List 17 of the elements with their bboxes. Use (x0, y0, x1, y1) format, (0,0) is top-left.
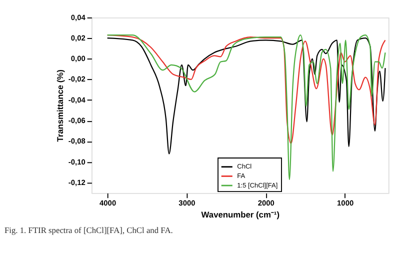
x-axis-title: Wavenumber (cm⁻¹) (201, 210, 280, 220)
x-tick-label: 2000 (258, 198, 274, 208)
line-series (106, 34, 386, 180)
caption: Fig. 1. FTIR spectra of [ChCl][FA], ChCl and FA. (4, 226, 173, 236)
y-tick-label: 0,00 (70, 54, 86, 64)
y-tick-label: -0,10 (68, 157, 86, 166)
y-tick-label: -0,04 (68, 95, 86, 104)
y-axis-title: Transmittance (%) (54, 69, 65, 142)
x-tick-label: 3000 (178, 198, 196, 208)
y-tick-label: -0,12 (68, 178, 86, 187)
y-tick-label: -0,08 (68, 136, 86, 146)
x-tick-label: 4000 (100, 198, 116, 208)
y-tick-label: -0,06 (68, 116, 86, 126)
y-tick-label: 0,02 (70, 33, 86, 42)
y-tick-label: -0,02 (68, 74, 86, 84)
x-tick-label: 1000 (337, 198, 354, 208)
y-tick-label: 0,04 (70, 12, 86, 22)
